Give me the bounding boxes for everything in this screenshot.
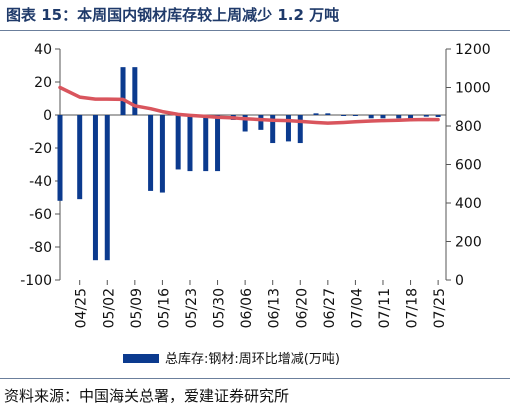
bar bbox=[325, 113, 331, 115]
bar bbox=[187, 115, 193, 172]
bar bbox=[258, 115, 264, 130]
bar bbox=[215, 115, 221, 172]
bar bbox=[120, 67, 126, 115]
title-divider bbox=[0, 30, 510, 31]
bar bbox=[57, 115, 63, 201]
x-tick-label: 07/11 bbox=[377, 288, 393, 328]
bar bbox=[159, 115, 165, 193]
bar bbox=[285, 115, 291, 142]
chart-area: -100 -80 -60 -40 -20 0 20 40 0 200 400 600 800 1000 12… bbox=[0, 31, 510, 377]
x-tick-label: 05/30 bbox=[212, 288, 228, 328]
bar bbox=[104, 115, 110, 261]
x-tick-label: 04/25 bbox=[74, 288, 90, 328]
legend: 总库存:钢材:周环比增减(万吨) bbox=[123, 351, 340, 367]
bar bbox=[352, 115, 358, 116]
y-tick-label-left: -20 bbox=[29, 141, 52, 157]
x-tick-label: 07/25 bbox=[432, 288, 448, 328]
y-tick-label-left: -40 bbox=[29, 174, 52, 190]
bar bbox=[203, 115, 209, 172]
x-tick-label: 06/27 bbox=[322, 288, 338, 328]
bar bbox=[435, 115, 441, 117]
y-tick-label-left: 0 bbox=[43, 108, 52, 124]
bar bbox=[396, 115, 402, 119]
bar bbox=[313, 113, 319, 115]
line-layer bbox=[58, 85, 440, 125]
x-tick-label: 05/16 bbox=[156, 288, 172, 328]
bar bbox=[132, 67, 138, 115]
legend-swatch-bar bbox=[123, 354, 159, 363]
x-tick-label: 06/06 bbox=[239, 288, 255, 328]
x-tick-label: 05/23 bbox=[184, 288, 200, 328]
y-tick-label-right: 400 bbox=[455, 196, 482, 212]
bar bbox=[380, 115, 386, 119]
bar bbox=[341, 115, 347, 116]
chart-title: 图表 15：本周国内钢材库存较上周减少 1.2 万吨 bbox=[6, 6, 340, 24]
bar bbox=[270, 115, 276, 144]
bar bbox=[297, 115, 303, 144]
chart-svg: -100-80-60-40-20020400200400600800100012… bbox=[20, 42, 490, 367]
bar bbox=[242, 115, 248, 132]
x-tick-label: 05/02 bbox=[101, 288, 117, 328]
bar bbox=[423, 115, 429, 117]
bar bbox=[148, 115, 154, 191]
source-divider bbox=[0, 378, 510, 379]
series-line bbox=[58, 85, 440, 125]
y-tick-label-right: 1000 bbox=[455, 81, 491, 97]
bar bbox=[77, 115, 83, 200]
bars-layer bbox=[57, 67, 441, 261]
axes-layer: -100-80-60-40-20020400200400600800100012… bbox=[20, 42, 490, 328]
bar bbox=[175, 115, 181, 170]
legend-label-bar: 总库存:钢材:周环比增减(万吨) bbox=[165, 351, 340, 367]
x-tick-label: 07/18 bbox=[405, 288, 421, 328]
x-tick-label: 05/09 bbox=[129, 288, 145, 328]
y-tick-label-right: 1200 bbox=[455, 42, 491, 58]
y-tick-label-right: 800 bbox=[455, 119, 482, 135]
y-tick-label-left: -100 bbox=[20, 273, 52, 289]
source-note: 资料来源：中国海关总署，爱建证券研究所 bbox=[4, 387, 290, 405]
bar bbox=[92, 115, 98, 261]
x-tick-label: 06/20 bbox=[294, 288, 310, 328]
y-tick-label-left: -80 bbox=[29, 240, 52, 256]
x-tick-label: 06/13 bbox=[267, 288, 283, 328]
y-tick-label-right: 600 bbox=[455, 158, 482, 174]
x-tick-label: 07/04 bbox=[349, 288, 365, 328]
y-tick-label-right: 0 bbox=[455, 273, 464, 289]
y-tick-label-left: -60 bbox=[29, 207, 52, 223]
bar bbox=[368, 115, 374, 119]
y-tick-label-right: 200 bbox=[455, 235, 482, 251]
y-tick-label-left: 20 bbox=[34, 75, 52, 91]
y-tick-label-left: 40 bbox=[34, 42, 52, 58]
bar bbox=[408, 115, 414, 120]
